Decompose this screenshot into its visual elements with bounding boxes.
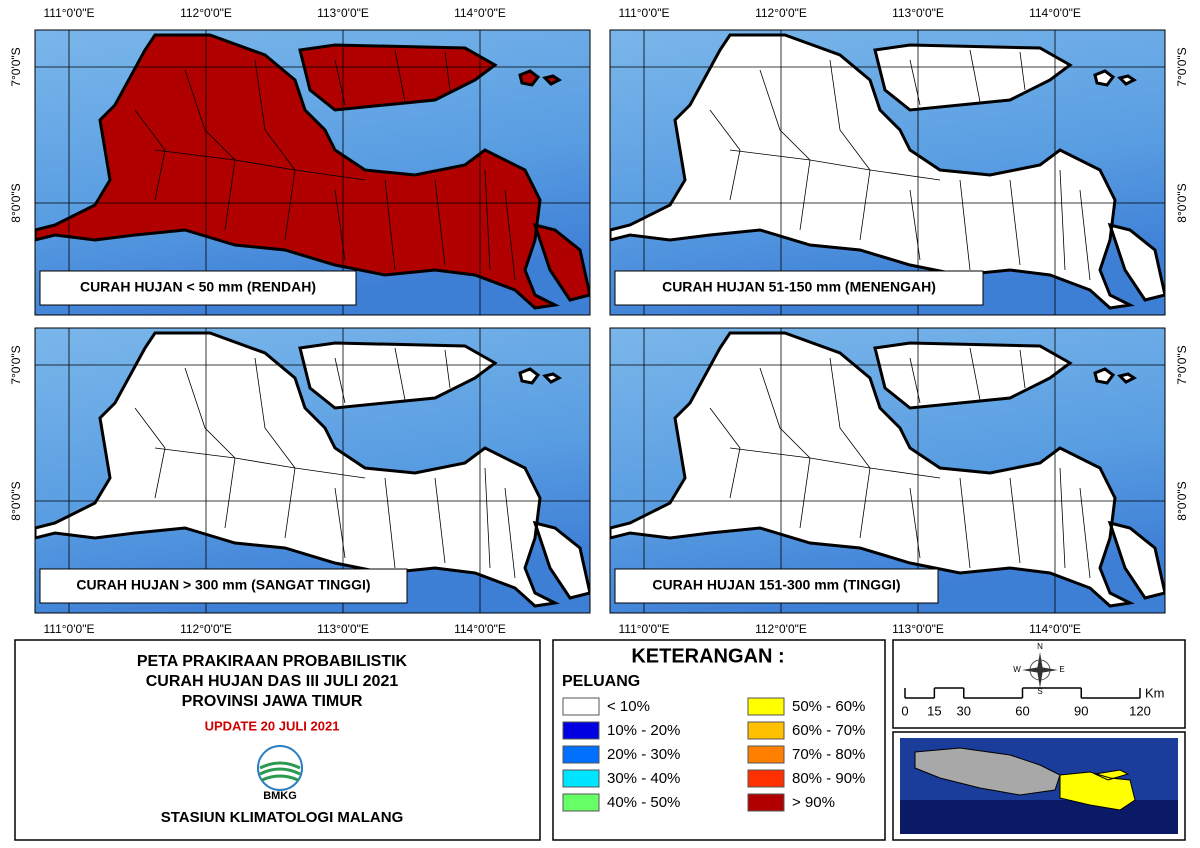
compass-n: N bbox=[1037, 642, 1043, 651]
compass bbox=[1022, 652, 1058, 688]
bmkg-logo bbox=[257, 745, 303, 791]
latitude-label: 7°0'0"S bbox=[9, 47, 23, 86]
title-box bbox=[14, 639, 541, 841]
latitude-label: 7°0'0"S bbox=[1175, 47, 1189, 86]
panel-frame bbox=[34, 29, 591, 316]
title-line: PROVINSI JAWA TIMUR bbox=[182, 693, 363, 710]
scale-unit: Km bbox=[1145, 685, 1165, 700]
station-name: STASIUN KLIMATOLOGI MALANG bbox=[161, 809, 403, 826]
latitude-label: 8°0'0"S bbox=[1175, 183, 1189, 222]
panel-label: CURAH HUJAN 51-150 mm (MENENGAH) bbox=[662, 279, 936, 295]
title-line: PETA PRAKIRAAN PROBABILISTIK bbox=[137, 653, 408, 670]
longitude-label: 111°0'0"E bbox=[44, 622, 95, 636]
map-panel: CURAH HUJAN < 50 mm (RENDAH) bbox=[35, 30, 590, 315]
longitude-label: 113°0'0"E bbox=[892, 6, 944, 20]
longitude-label: 111°0'0"E bbox=[44, 6, 95, 20]
longitude-label: 114°0'0"E bbox=[454, 622, 506, 636]
legend-label: 80% - 90% bbox=[792, 770, 865, 787]
legend-label: 60% - 70% bbox=[792, 722, 865, 739]
legend-label: > 90% bbox=[792, 794, 835, 811]
legend-label: 70% - 80% bbox=[792, 746, 865, 763]
legend-title: KETERANGAN : bbox=[631, 645, 784, 667]
scale-label: 120 bbox=[1129, 703, 1151, 718]
legend-label: 30% - 40% bbox=[607, 770, 680, 787]
longitude-label: 113°0'0"E bbox=[317, 622, 369, 636]
legend-swatch bbox=[562, 745, 600, 764]
latitude-label: 7°0'0"S bbox=[9, 345, 23, 384]
legend-swatch bbox=[747, 769, 785, 788]
scale-label: 0 bbox=[901, 703, 908, 718]
legend-label: 10% - 20% bbox=[607, 722, 680, 739]
map-panel: CURAH HUJAN 51-150 mm (MENENGAH) bbox=[610, 30, 1165, 315]
scale-label: 60 bbox=[1015, 703, 1029, 718]
legend-swatch bbox=[747, 697, 785, 716]
compass-s: S bbox=[1037, 687, 1042, 696]
scale-box bbox=[892, 639, 1186, 729]
longitude-label: 112°0'0"E bbox=[755, 6, 807, 20]
latitude-label: 8°0'0"S bbox=[9, 183, 23, 222]
latitude-label: 7°0'0"S bbox=[1175, 345, 1189, 384]
longitude-label: 111°0'0"E bbox=[619, 622, 670, 636]
longitude-label: 111°0'0"E bbox=[619, 6, 670, 20]
legend-subtitle: PELUANG bbox=[562, 673, 640, 690]
longitude-label: 114°0'0"E bbox=[1029, 622, 1081, 636]
legend-swatch bbox=[562, 721, 600, 740]
panel-frame bbox=[609, 29, 1166, 316]
scale-label: 15 bbox=[927, 703, 941, 718]
panel-label: CURAH HUJAN < 50 mm (RENDAH) bbox=[80, 279, 316, 295]
legend-swatch bbox=[562, 793, 600, 812]
longitude-label: 112°0'0"E bbox=[180, 622, 232, 636]
panel-label: CURAH HUJAN 151-300 mm (TINGGI) bbox=[652, 577, 900, 593]
longitude-label: 113°0'0"E bbox=[317, 6, 369, 20]
update-date: UPDATE 20 JULI 2021 bbox=[205, 718, 340, 733]
compass-e: E bbox=[1059, 665, 1064, 674]
legend-box bbox=[552, 639, 886, 841]
legend-swatch bbox=[562, 769, 600, 788]
legend-label: < 10% bbox=[607, 698, 650, 715]
legend-swatch bbox=[747, 793, 785, 812]
scale-label: 30 bbox=[957, 703, 971, 718]
legend-swatch bbox=[747, 745, 785, 764]
scale-label: 90 bbox=[1074, 703, 1088, 718]
longitude-label: 112°0'0"E bbox=[180, 6, 232, 20]
latitude-label: 8°0'0"S bbox=[9, 481, 23, 520]
legend-swatch bbox=[747, 721, 785, 740]
longitude-label: 114°0'0"E bbox=[1029, 6, 1081, 20]
inset-map bbox=[900, 738, 1178, 834]
panel-label-box bbox=[614, 270, 984, 306]
legend-label: 50% - 60% bbox=[792, 698, 865, 715]
longitude-label: 112°0'0"E bbox=[755, 622, 807, 636]
logo-text: BMKG bbox=[263, 790, 297, 802]
panel-frame bbox=[609, 327, 1166, 614]
latitude-label: 8°0'0"S bbox=[1175, 481, 1189, 520]
panel-label-box bbox=[614, 568, 939, 604]
longitude-label: 113°0'0"E bbox=[892, 622, 944, 636]
longitude-label: 114°0'0"E bbox=[454, 6, 506, 20]
map-panel: CURAH HUJAN 151-300 mm (TINGGI) bbox=[610, 328, 1165, 613]
map-panel: CURAH HUJAN > 300 mm (SANGAT TINGGI) bbox=[35, 328, 590, 613]
panel-label-box bbox=[39, 270, 357, 306]
panel-label-box bbox=[39, 568, 408, 604]
legend-swatch bbox=[562, 697, 600, 716]
legend-label: 20% - 30% bbox=[607, 746, 680, 763]
panel-frame bbox=[34, 327, 591, 614]
compass-w: W bbox=[1013, 665, 1021, 674]
legend-label: 40% - 50% bbox=[607, 794, 680, 811]
panel-label: CURAH HUJAN > 300 mm (SANGAT TINGGI) bbox=[76, 577, 370, 593]
title-line: CURAH HUJAN DAS III JULI 2021 bbox=[146, 673, 399, 690]
